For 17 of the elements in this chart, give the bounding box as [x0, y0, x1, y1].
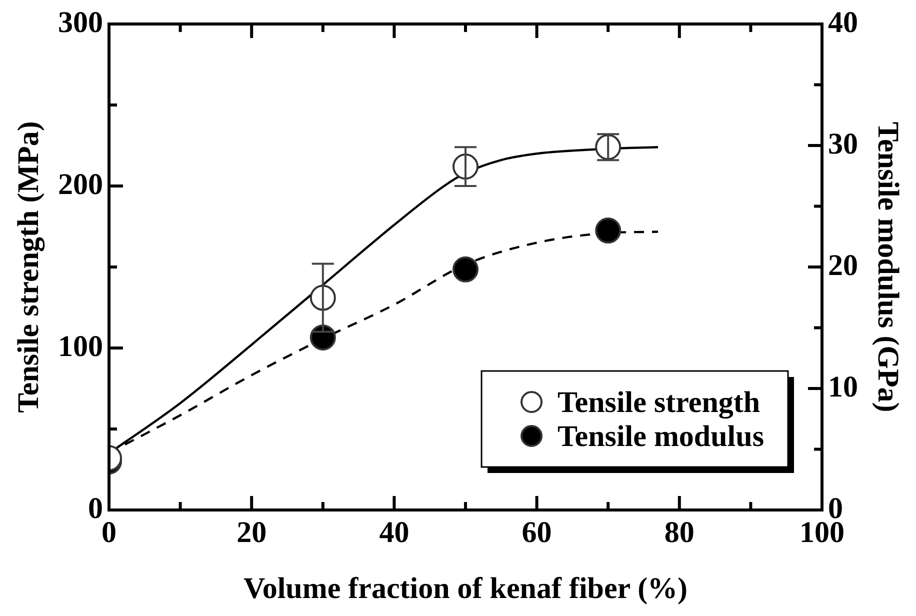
- y2-axis-title: Tensile modulus (GPa): [871, 122, 904, 412]
- legend-label: Tensile strength: [558, 386, 760, 419]
- y-tick-label: 100: [58, 330, 103, 363]
- legend-label: Tensile modulus: [558, 420, 764, 453]
- x-axis-title: Volume fraction of kenaf fiber (%): [243, 572, 688, 605]
- y2-tick-label: 40: [828, 6, 858, 39]
- y-tick-label: 300: [58, 6, 103, 39]
- y-axis-title: Tensile strength (MPa): [12, 121, 45, 413]
- y2-tick-label: 10: [828, 370, 858, 404]
- y2-tick-label: 30: [828, 127, 858, 160]
- y2-tick-label: 20: [828, 248, 858, 282]
- x-tick-label: 80: [664, 516, 694, 549]
- x-tick-label: 60: [522, 516, 552, 549]
- x-tick-label: 40: [379, 516, 410, 549]
- y-tick-label: 0: [88, 492, 103, 525]
- y-tick-label: 200: [58, 168, 103, 201]
- x-tick-label: 20: [236, 516, 267, 549]
